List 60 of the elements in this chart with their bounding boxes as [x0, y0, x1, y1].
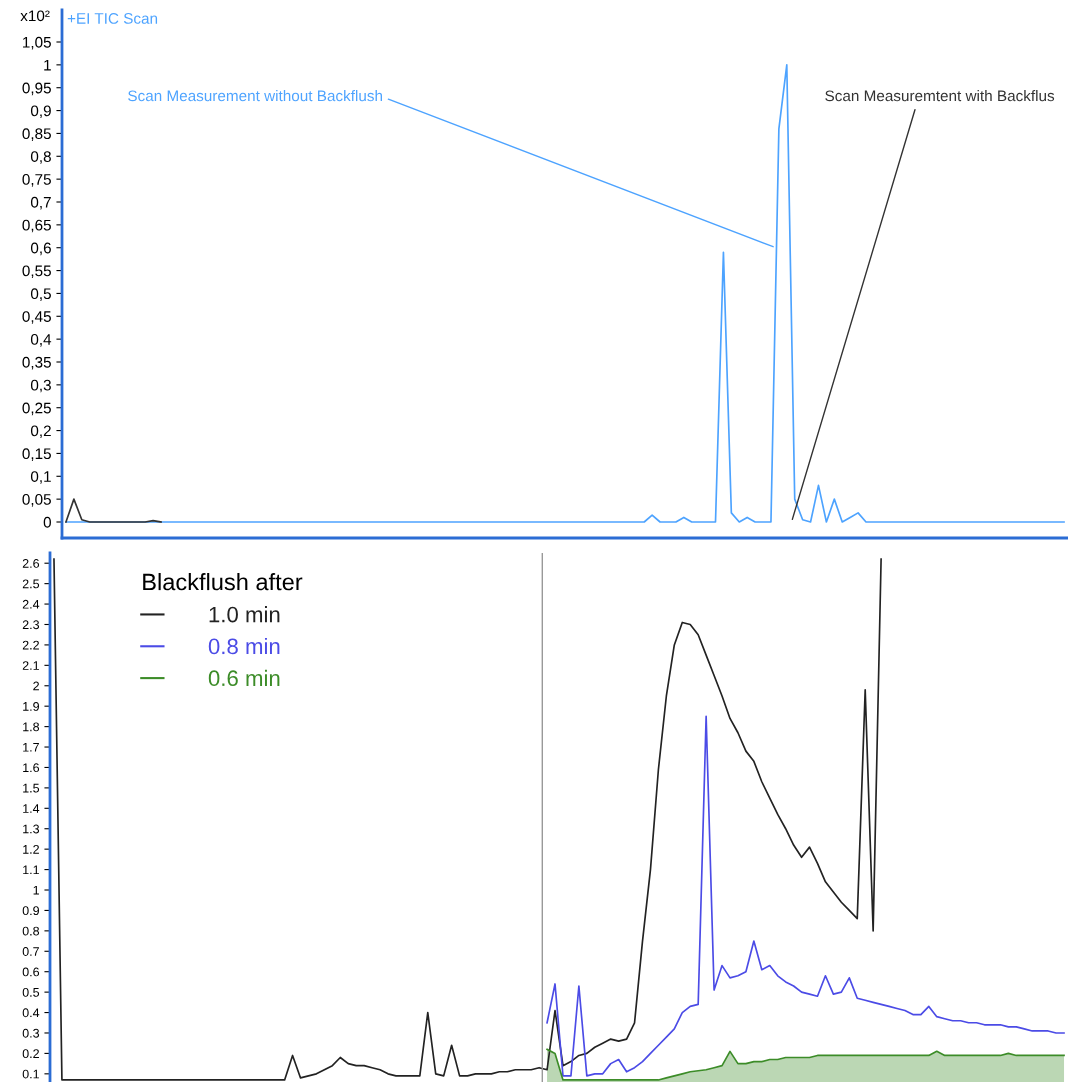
y-tick-label: 0.8 [22, 926, 40, 936]
y-tick-label: 0,05 [22, 494, 51, 507]
y-tick-label: 2.1 [22, 661, 39, 670]
line-series [546, 715, 1065, 1077]
y-tick-label: 0,45 [22, 311, 51, 324]
y-tick-label: 1 [33, 885, 39, 895]
y-tick-label: 2.3 [22, 620, 40, 630]
y-tick-label: 0,95 [22, 82, 51, 96]
y-tick-label: 0.6 [22, 967, 40, 977]
y-tick-label: 2.6 [22, 559, 40, 568]
y-tick-label: 0,85 [22, 128, 51, 141]
line-series [65, 64, 1065, 523]
y-tick-label: 0.3 [22, 1028, 40, 1038]
legend-label: 0.6 min [208, 669, 280, 687]
y-tick-label: 1.2 [23, 844, 39, 854]
y-tick-label: 0,5 [30, 288, 51, 301]
y-tick-label: 2.4 [22, 599, 40, 609]
y-tick-label: 1 [44, 59, 51, 71]
chart-title: +EI TIC Scan [67, 13, 158, 24]
y-tick-label: 0,25 [22, 402, 51, 416]
y-tick-label: 0.9 [22, 906, 39, 916]
y-tick-label: 0.2 [22, 1049, 39, 1059]
y-tick-label: 0,65 [22, 219, 51, 233]
y-tick-label: 0,9 [30, 105, 51, 119]
y-tick-label: 0,55 [22, 265, 51, 279]
y-tick-label: 0.4 [22, 1008, 40, 1018]
y-tick-label: 0,2 [30, 425, 51, 439]
y-tick-label: 0 [43, 516, 51, 528]
y-tick-label: 1.5 [23, 783, 40, 793]
y-tick-label: 1.3 [23, 824, 40, 834]
y-tick-label: 0,1 [30, 471, 51, 484]
y-tick-label: 0,75 [22, 174, 51, 187]
annotation: Scan Measuremtent with Backflus [825, 90, 1055, 102]
annotation: Scan Measurement without Backflush [128, 90, 382, 102]
y-tick-label: 1.7 [23, 742, 39, 752]
y-tick-label: 1.8 [23, 722, 40, 732]
y-axis-title: x10² [20, 10, 50, 22]
y-tick-label: 2.2 [22, 640, 39, 650]
legend-title: Blackflush after [143, 573, 303, 591]
y-tick-label: 1.6 [23, 763, 40, 773]
line-series [65, 498, 162, 523]
y-tick-label: 1.1 [23, 865, 39, 875]
y-tick-label: 0.5 [22, 987, 40, 997]
y-tick-label: 0,3 [30, 379, 51, 393]
line-series [53, 558, 882, 1081]
y-tick-label: 0,15 [22, 448, 51, 461]
y-tick-label: 2 [33, 681, 39, 691]
legend-label: 0.8 min [208, 637, 280, 655]
y-tick-label: 1.9 [23, 701, 39, 711]
y-tick-label: 2.5 [22, 579, 40, 589]
y-tick-label: 0,4 [30, 334, 52, 347]
y-tick-label: 1,05 [23, 36, 51, 50]
y-tick-label: 0.7 [22, 947, 39, 956]
y-tick-label: 0,35 [22, 356, 51, 370]
y-tick-label: 0,8 [30, 151, 51, 164]
legend-label: 1.0 min [209, 606, 280, 623]
y-tick-label: 0,6 [30, 242, 51, 256]
y-tick-label: 1.4 [23, 804, 40, 813]
y-tick-label: 0,7 [30, 196, 51, 210]
y-tick-label: 0.1 [22, 1069, 39, 1079]
